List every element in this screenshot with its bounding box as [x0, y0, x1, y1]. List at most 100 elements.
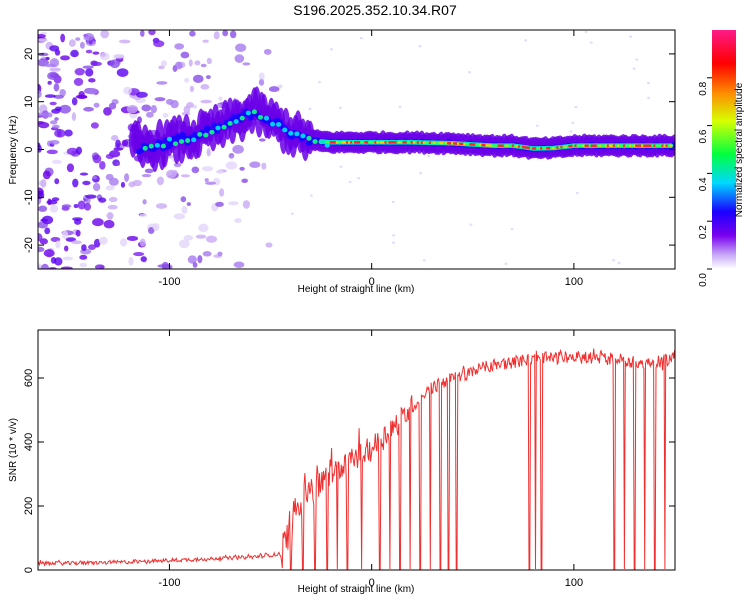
spectrogram-noise-blob	[213, 31, 220, 40]
spectrogram-noise-blob	[194, 60, 201, 66]
spectrogram-noise-blob	[357, 176, 361, 180]
spectrogram-noise-blob	[83, 106, 95, 112]
spectrogram-noise-blob	[44, 227, 51, 235]
spectrogram-noise-blob	[79, 254, 88, 260]
spectrogram-noise-blob	[38, 38, 49, 42]
spectrogram-noise-blob	[82, 65, 94, 69]
spectrogram-noise-blob	[92, 175, 97, 180]
spectrogram-noise-blob	[118, 39, 131, 44]
spectrogram-ridge-spot	[172, 141, 179, 147]
spectrogram-noise-blob	[174, 43, 185, 50]
spectrogram-noise-blob	[469, 223, 473, 226]
spectrogram-noise-blob	[192, 262, 198, 268]
spectrogram-noise-blob	[140, 30, 145, 37]
spectrogram-x-tick-label: 100	[565, 276, 583, 288]
spectrogram-noise-blob	[38, 33, 46, 38]
spectrogram-ridge-spot	[215, 125, 221, 131]
spectrogram-noise-blob	[242, 200, 251, 209]
spectrogram-noise-blob	[198, 223, 209, 233]
spectrogram-noise-blob	[90, 122, 99, 129]
spectrogram-noise-blob	[60, 55, 70, 61]
spectrogram-y-tick-label: -20	[23, 237, 35, 253]
spectrogram-noise-blob	[418, 45, 422, 48]
spectrogram-noise-blob	[158, 65, 165, 70]
snr-y-tick-label: 600	[23, 369, 35, 387]
spectrogram-ridge-spot	[221, 124, 227, 130]
spectrogram-noise-blob	[121, 139, 129, 147]
spectrogram-noise-blob	[68, 39, 76, 47]
spectrogram-noise-blob	[77, 200, 86, 210]
spectrogram-noise-blob	[647, 96, 651, 100]
spectrogram-noise-blob	[85, 68, 94, 77]
spectrogram-noise-blob	[61, 230, 69, 240]
colorbar: 0.0 0.2 0.4 0.6 0.8 Normalized spectral ampl…	[698, 30, 745, 287]
spectrogram-noise-blob	[116, 68, 129, 77]
spectrogram-noise-blob	[132, 179, 142, 187]
spectrogram-noise-blob	[99, 52, 110, 61]
spectrogram-noise-blob	[156, 176, 164, 186]
spectrogram-noise-blob	[139, 213, 148, 217]
spectrogram-noise-blob	[38, 83, 41, 91]
spectrogram-noise-blob	[85, 49, 93, 54]
spectrogram-noise-blob	[115, 161, 121, 166]
spectrogram-noise-blob	[105, 185, 115, 191]
spectrogram-noise-blob	[54, 178, 60, 185]
spectrogram-ridge-spot	[276, 122, 282, 127]
spectrogram-x-tick-label: -100	[158, 276, 180, 288]
spectrogram-noise-blob	[173, 213, 186, 220]
snr-x-label: Height of straight line (km)	[298, 584, 415, 595]
spectrogram-noise-blob	[108, 196, 118, 203]
spectrogram-noise-blob	[120, 238, 128, 247]
spectrogram-noise-blob	[584, 30, 588, 33]
spectrogram-noise-blob	[49, 67, 61, 72]
spectrogram-noise-blob	[202, 39, 209, 43]
spectrogram-noise-blob	[103, 106, 112, 116]
spectrogram-noise-blob	[51, 159, 62, 164]
spectrogram-ridge-spot	[251, 109, 257, 115]
spectrogram-noise-blob	[74, 68, 85, 76]
spectrogram-noise-blob	[38, 52, 49, 57]
colorbar-tick-label: 0.4	[698, 177, 709, 191]
spectrogram-noise-blob	[258, 72, 265, 81]
colorbar-ticks: 0.0 0.2 0.4 0.6 0.8	[698, 77, 712, 287]
spectrogram-noise-blob	[204, 178, 209, 182]
spectrogram-noise-blob	[427, 154, 431, 158]
spectrogram-noise-blob	[49, 58, 60, 68]
spectrogram-noise-blob	[38, 144, 42, 153]
spectrogram-noise-blob	[126, 235, 139, 241]
spectrogram-noise-blob	[103, 219, 115, 229]
spectrogram-noise-blob	[75, 37, 81, 41]
snr-series	[38, 348, 675, 570]
spectrogram-noise-blob	[146, 111, 154, 118]
spectrogram-noise-blob	[81, 244, 87, 251]
spectrogram-noise-blob	[64, 129, 73, 137]
spectrogram-noise-blob	[92, 154, 102, 164]
spectrogram-noise-blob	[219, 188, 225, 197]
spectrogram-noise-blob	[83, 33, 95, 41]
spectrogram-noise-blob	[107, 204, 118, 210]
spectrogram-noise-blob	[53, 94, 65, 99]
spectrogram-noise-blob	[71, 112, 77, 121]
snr-x-ticks: -100 0 100	[158, 330, 583, 589]
spectrogram-noise-blob	[54, 257, 63, 266]
spectrogram-noise-blob	[183, 235, 194, 241]
spectrogram-noise-blob	[88, 78, 96, 83]
spectrogram-noise-blob	[181, 205, 188, 214]
spectrogram-noise-blob	[571, 121, 575, 125]
spectrogram-noise-blob	[123, 86, 132, 95]
spectrogram-noise-blob	[263, 48, 272, 55]
spectrogram-noise-blob	[54, 117, 59, 121]
spectrogram-noise-blob	[75, 146, 83, 155]
spectrogram-x-tick-label: 0	[369, 276, 375, 288]
spectrogram-noise-blob	[100, 30, 110, 39]
spectrogram-noise-blob	[195, 234, 207, 239]
spectrogram-noise-blob	[186, 101, 194, 109]
spectrogram-noise-blob	[153, 40, 165, 48]
spectrogram-noise-blob	[277, 84, 283, 89]
spectrogram-noise-blob	[54, 106, 62, 112]
spectrogram-noise-blob	[38, 233, 43, 242]
spectrogram-noise-blob	[258, 138, 266, 142]
spectrogram-noise-blob	[188, 59, 193, 67]
spectrogram-noise-blob	[239, 166, 245, 171]
